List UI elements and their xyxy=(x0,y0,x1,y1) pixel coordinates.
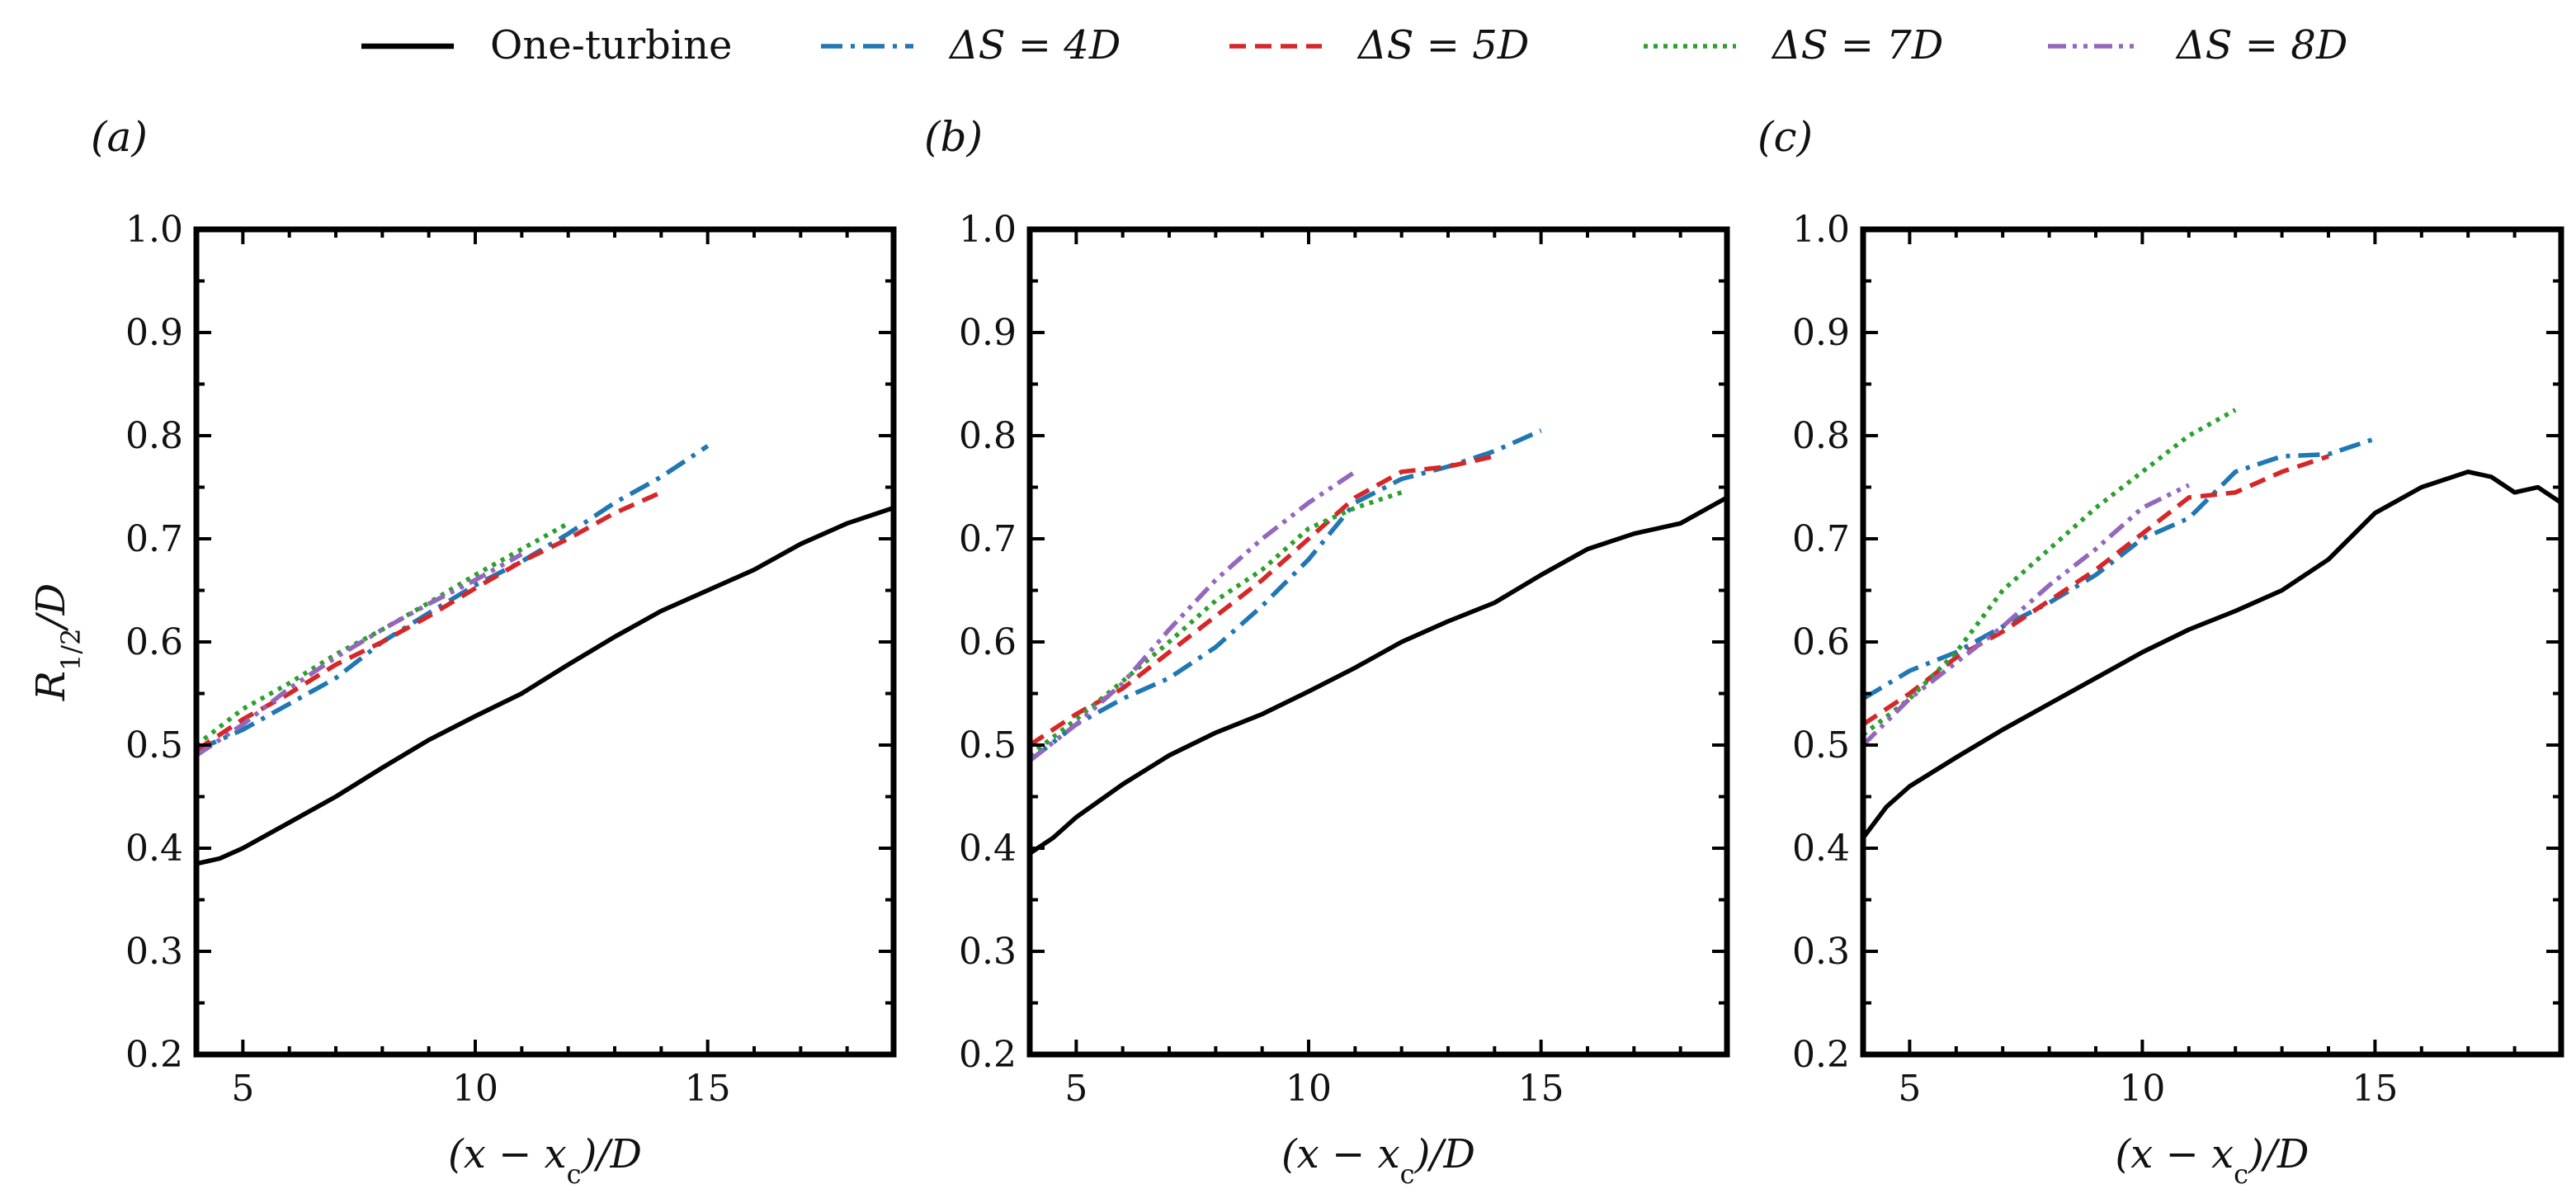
x-tick-label: 5 xyxy=(1898,1068,1921,1110)
panel-b: 5 10 15 0.2 0.3 0.4 0.5 0.6 0.7 0.8 0.9 1.0 (x − xc)… xyxy=(924,113,1730,1190)
series-group xyxy=(196,444,894,866)
y-tick-label: 0.9 xyxy=(959,312,1017,354)
legend-label: ΔS = 4D xyxy=(948,22,1121,68)
panel-c: 5 10 15 0.2 0.3 0.4 0.5 0.6 0.7 0.8 0.9 1.0 (x − xc)… xyxy=(1757,113,2564,1190)
y-tick-label: 0.3 xyxy=(125,931,183,973)
plot-frame xyxy=(193,226,897,1058)
x-axis-label: (x − xc)/D xyxy=(448,1131,642,1190)
y-tick-label: 0.7 xyxy=(959,518,1017,560)
y-tick-label: 0.8 xyxy=(959,415,1017,457)
series-line--s-4d xyxy=(1863,436,2376,701)
y-tick-label: 0.9 xyxy=(125,312,183,354)
y-tick-label: 0.5 xyxy=(1792,724,1850,767)
y-tick-label: 0.8 xyxy=(125,415,183,457)
legend-label: One-turbine xyxy=(490,22,732,68)
y-tick-label: 1.0 xyxy=(959,209,1017,251)
y-tick-label: 0.2 xyxy=(125,1034,183,1076)
y-tick-label: 0.4 xyxy=(1792,828,1850,870)
series-group xyxy=(1863,408,2561,840)
series-line--s-7d xyxy=(196,521,570,748)
x-axis-label: (x − xc)/D xyxy=(2116,1131,2309,1190)
series-line--s-5d xyxy=(1863,454,2329,727)
y-tick-label: 0.5 xyxy=(959,724,1017,767)
legend-label: ΔS = 8D xyxy=(2175,22,2347,68)
series-line-one-turbine xyxy=(1863,469,2561,840)
y-tick-label: 0.4 xyxy=(959,828,1017,870)
series-line--s-8d xyxy=(196,552,523,757)
x-tick-label: 15 xyxy=(685,1068,731,1110)
series-line-one-turbine xyxy=(1030,495,1727,856)
series-line--s-5d xyxy=(1030,454,1495,748)
panel-label: (c) xyxy=(1757,113,1813,161)
y-tick-label: 0.6 xyxy=(1792,621,1850,663)
series-line--s-4d xyxy=(196,444,710,752)
y-tick-label: 0.3 xyxy=(1792,931,1850,973)
panel-label: (a) xyxy=(91,113,148,161)
series-line--s-5d xyxy=(196,490,663,752)
series-line--s-4d xyxy=(1030,428,1542,762)
x-tick-label: 5 xyxy=(231,1068,254,1110)
x-tick-label: 10 xyxy=(1286,1068,1332,1110)
legend-item: ΔS = 7D xyxy=(1644,22,1943,68)
plot-frame xyxy=(1026,226,1730,1058)
x-tick-label: 15 xyxy=(1518,1068,1564,1110)
y-tick-label: 0.8 xyxy=(1792,415,1850,457)
y-tick-label: 1.0 xyxy=(125,209,183,251)
legend-item: ΔS = 8D xyxy=(2048,22,2347,68)
x-tick-label: 10 xyxy=(2119,1068,2165,1110)
x-axis-label: (x − xc)/D xyxy=(1281,1131,1475,1190)
panel-a: 5 10 15 0.2 0.3 0.4 0.5 0.6 0.7 0.8 0.9 1.0 (x − xc)… xyxy=(28,113,897,1190)
y-tick-label: 0.2 xyxy=(1792,1034,1850,1076)
y-tick-label: 0.7 xyxy=(1792,518,1850,560)
legend-item: ΔS = 5D xyxy=(1229,22,1529,68)
series-line--s-8d xyxy=(1030,469,1356,762)
y-tick-label: 0.4 xyxy=(125,828,183,870)
x-tick-label: 10 xyxy=(452,1068,498,1110)
y-tick-label: 0.7 xyxy=(125,518,183,560)
series-group xyxy=(1030,428,1727,856)
legend-item: ΔS = 4D xyxy=(821,22,1121,68)
y-tick-label: 0.3 xyxy=(959,931,1017,973)
y-tick-label: 0.9 xyxy=(1792,312,1850,354)
legend-label: ΔS = 7D xyxy=(1771,22,1943,68)
series-line-one-turbine xyxy=(196,505,894,866)
y-tick-label: 0.5 xyxy=(125,724,183,767)
y-tick-label: 0.6 xyxy=(125,621,183,663)
legend-item: One-turbine xyxy=(361,22,732,68)
y-axis-label: R1/2/D xyxy=(28,583,87,701)
y-tick-label: 0.6 xyxy=(959,621,1017,663)
y-tick-label: 0.2 xyxy=(959,1034,1017,1076)
panel-label: (b) xyxy=(924,113,983,161)
legend-label: ΔS = 5D xyxy=(1356,22,1529,68)
x-tick-label: 15 xyxy=(2352,1068,2398,1110)
legend: One-turbine ΔS = 4D ΔS = 5D ΔS = 7D ΔS = 8D xyxy=(361,22,2347,68)
series-line--s-7d xyxy=(1863,408,2237,737)
y-tick-label: 1.0 xyxy=(1792,209,1850,251)
x-tick-label: 5 xyxy=(1064,1068,1087,1110)
plot-frame xyxy=(1860,226,2564,1058)
